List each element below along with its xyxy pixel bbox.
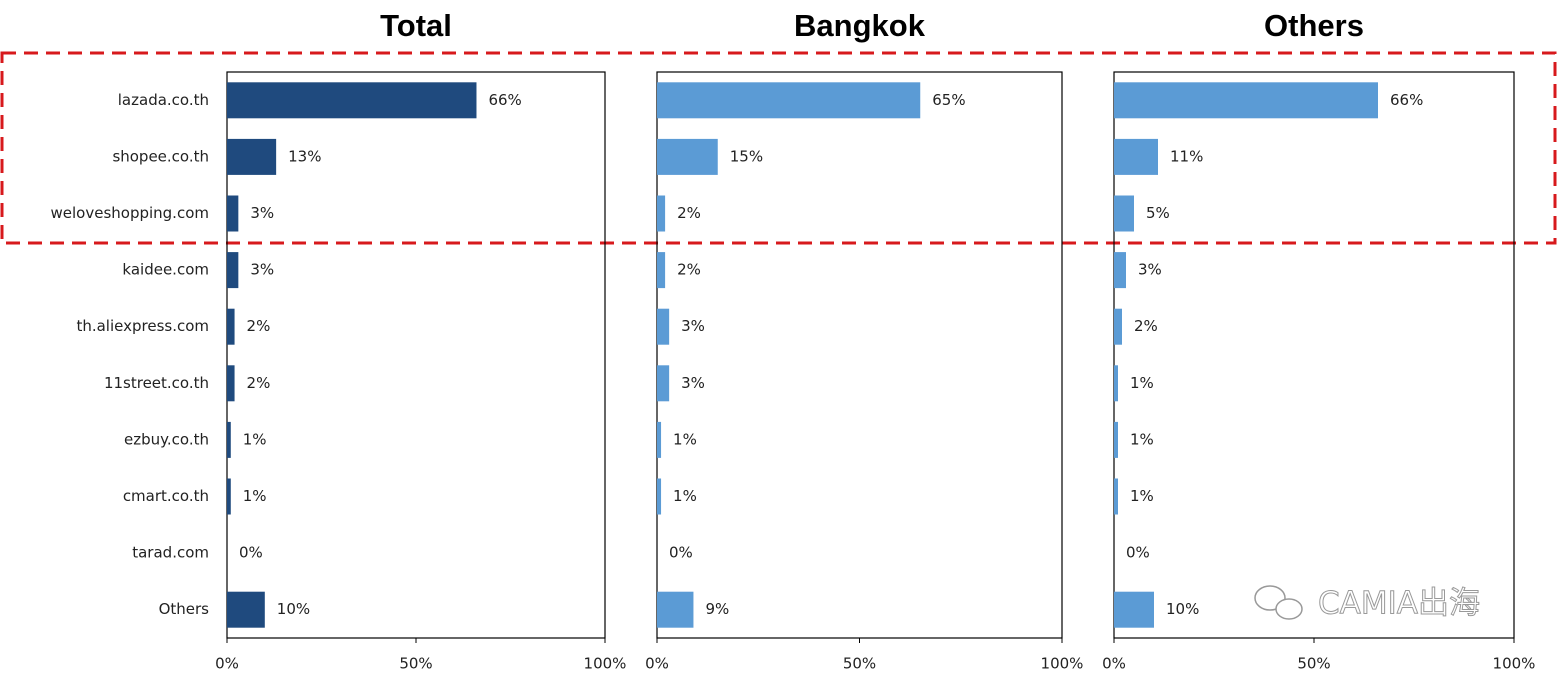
bar — [227, 195, 239, 232]
value-label: 3% — [681, 374, 705, 392]
category-label: lazada.co.th — [118, 91, 209, 109]
bar — [1114, 591, 1154, 628]
value-label: 2% — [677, 204, 701, 222]
value-label: 0% — [669, 544, 693, 562]
bar — [227, 138, 277, 175]
x-tick-label: 50% — [843, 655, 876, 673]
value-label: 0% — [239, 544, 263, 562]
bar — [1114, 421, 1118, 458]
value-label: 0% — [1126, 544, 1150, 562]
category-label: shopee.co.th — [112, 147, 209, 165]
value-label: 2% — [677, 261, 701, 279]
bar — [227, 365, 235, 402]
bar — [227, 421, 231, 458]
value-label: 3% — [250, 204, 274, 222]
value-label: 1% — [243, 487, 267, 505]
bar — [1114, 478, 1118, 515]
value-label: 11% — [1170, 147, 1203, 165]
value-label: 2% — [247, 317, 271, 335]
highlight-box — [0, 51, 1557, 245]
bar — [227, 478, 231, 515]
category-label: cmart.co.th — [123, 487, 209, 505]
bar — [657, 421, 662, 458]
watermark: CAMIA出海 — [1318, 586, 1480, 622]
bar — [657, 252, 666, 289]
category-label: weloveshopping.com — [51, 204, 210, 222]
category-label: kaidee.com — [122, 261, 209, 279]
value-label: 9% — [705, 600, 729, 618]
value-label: 15% — [730, 147, 763, 165]
bar — [227, 591, 265, 628]
bar — [1114, 308, 1122, 345]
value-label: 1% — [1130, 374, 1154, 392]
value-label: 1% — [243, 430, 267, 448]
value-label: 2% — [1134, 317, 1158, 335]
x-tick-label: 0% — [645, 655, 669, 673]
bar — [657, 591, 694, 628]
panel-title: Others — [1264, 8, 1364, 43]
bar — [227, 82, 477, 119]
x-tick-label: 100% — [584, 655, 627, 673]
plot-frame — [226, 71, 606, 639]
panel-title: Bangkok — [794, 8, 926, 43]
x-tick-label: 50% — [1297, 655, 1330, 673]
x-tick-label: 100% — [1041, 655, 1084, 673]
bar — [657, 365, 670, 402]
bar — [1114, 82, 1378, 119]
bar — [1114, 252, 1126, 289]
value-label: 1% — [673, 430, 697, 448]
x-tick-label: 0% — [1102, 655, 1126, 673]
bar — [657, 195, 666, 232]
category-label: ezbuy.co.th — [124, 430, 209, 448]
category-label: Others — [159, 600, 210, 618]
category-label: 11street.co.th — [104, 374, 209, 392]
bar — [227, 308, 235, 345]
value-label: 10% — [277, 600, 310, 618]
x-tick-label: 50% — [399, 655, 432, 673]
panel-title: Total — [380, 8, 452, 43]
x-tick-label: 0% — [215, 655, 239, 673]
value-label: 3% — [1138, 261, 1162, 279]
value-label: 66% — [488, 91, 521, 109]
value-label: 2% — [247, 374, 271, 392]
bar — [1114, 365, 1118, 402]
bar — [657, 138, 718, 175]
value-label: 3% — [250, 261, 274, 279]
bar — [1114, 138, 1158, 175]
x-tick-label: 100% — [1493, 655, 1536, 673]
bar — [1114, 195, 1134, 232]
value-label: 1% — [1130, 487, 1154, 505]
value-label: 13% — [288, 147, 321, 165]
value-label: 5% — [1146, 204, 1170, 222]
value-label: 10% — [1166, 600, 1199, 618]
value-label: 66% — [1390, 91, 1423, 109]
category-label: th.aliexpress.com — [76, 317, 209, 335]
value-label: 1% — [1130, 430, 1154, 448]
watermark-icon — [1254, 585, 1303, 620]
bar — [657, 82, 921, 119]
value-label: 3% — [681, 317, 705, 335]
bar — [227, 252, 239, 289]
category-label: tarad.com — [132, 544, 209, 562]
bar — [657, 478, 662, 515]
value-label: 65% — [932, 91, 965, 109]
value-label: 1% — [673, 487, 697, 505]
bar — [657, 308, 670, 345]
